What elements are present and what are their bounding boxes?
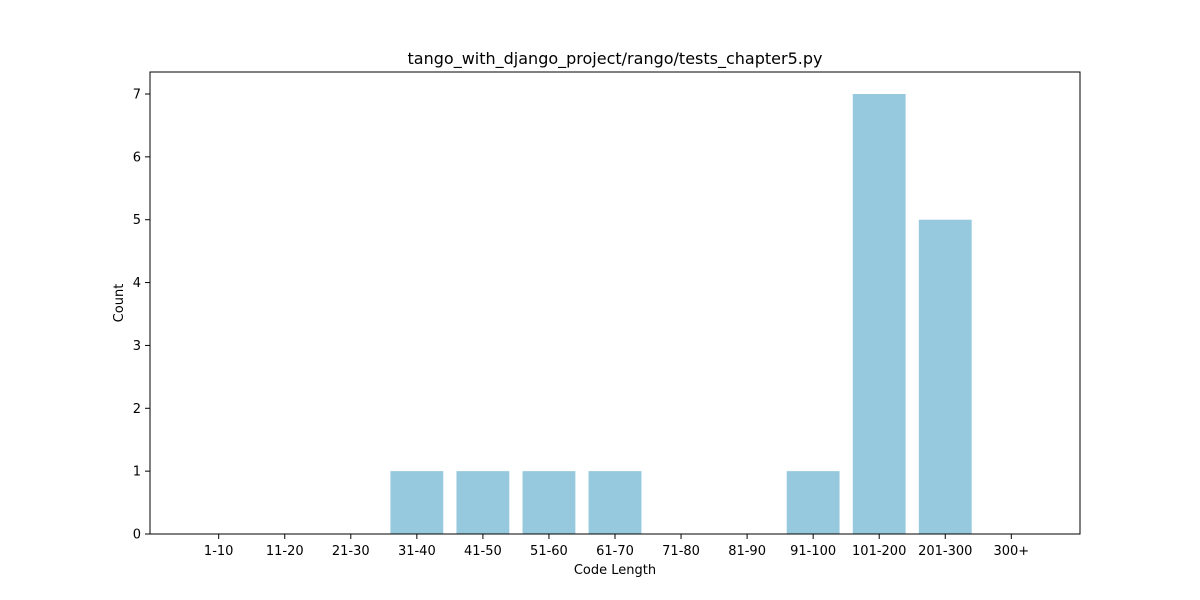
- y-tick-label: 7: [133, 88, 141, 103]
- chart-title: tango_with_django_project/rango/tests_ch…: [408, 49, 823, 69]
- x-axis-label: Code Length: [574, 563, 656, 578]
- y-axis-label: Count: [112, 284, 127, 323]
- bar-201-300: [918, 219, 972, 534]
- bar-91-100: [786, 471, 840, 534]
- x-tick-label: 41-50: [464, 544, 502, 559]
- bar-41-50: [456, 471, 510, 534]
- y-tick-label: 6: [133, 150, 141, 165]
- x-tick-label: 201-300: [918, 544, 972, 559]
- x-tick-label: 21-30: [332, 544, 370, 559]
- x-tick-label: 101-200: [852, 544, 906, 559]
- bars-layer: [390, 94, 972, 534]
- bar-101-200: [852, 94, 906, 534]
- bar-61-70: [588, 471, 642, 534]
- bar-31-40: [390, 471, 444, 534]
- y-tick-label: 1: [133, 465, 141, 480]
- x-tick-label: 31-40: [398, 544, 436, 559]
- plot-frame: [149, 71, 1081, 535]
- x-tick-label: 91-100: [790, 544, 836, 559]
- x-tick-label: 81-90: [728, 544, 766, 559]
- y-tick-label: 3: [133, 339, 141, 354]
- x-tick-label: 61-70: [596, 544, 634, 559]
- y-axis-ticks: 0 1 2 3 4 5 6 7: [133, 88, 150, 543]
- y-tick-label: 4: [133, 276, 141, 291]
- bar-51-60: [522, 471, 576, 534]
- x-axis-ticks: 1-10 11-20 21-30 31-40 41-50 51-60 61-70 71-80 8…: [204, 534, 1029, 559]
- y-tick-label: 2: [133, 402, 141, 417]
- x-tick-label: 11-20: [266, 544, 304, 559]
- y-tick-label: 0: [133, 528, 141, 543]
- x-tick-label: 1-10: [204, 544, 234, 559]
- x-tick-label: 71-80: [662, 544, 700, 559]
- x-tick-label: 51-60: [530, 544, 568, 559]
- y-tick-label: 5: [133, 213, 141, 228]
- x-tick-label: 300+: [993, 544, 1029, 559]
